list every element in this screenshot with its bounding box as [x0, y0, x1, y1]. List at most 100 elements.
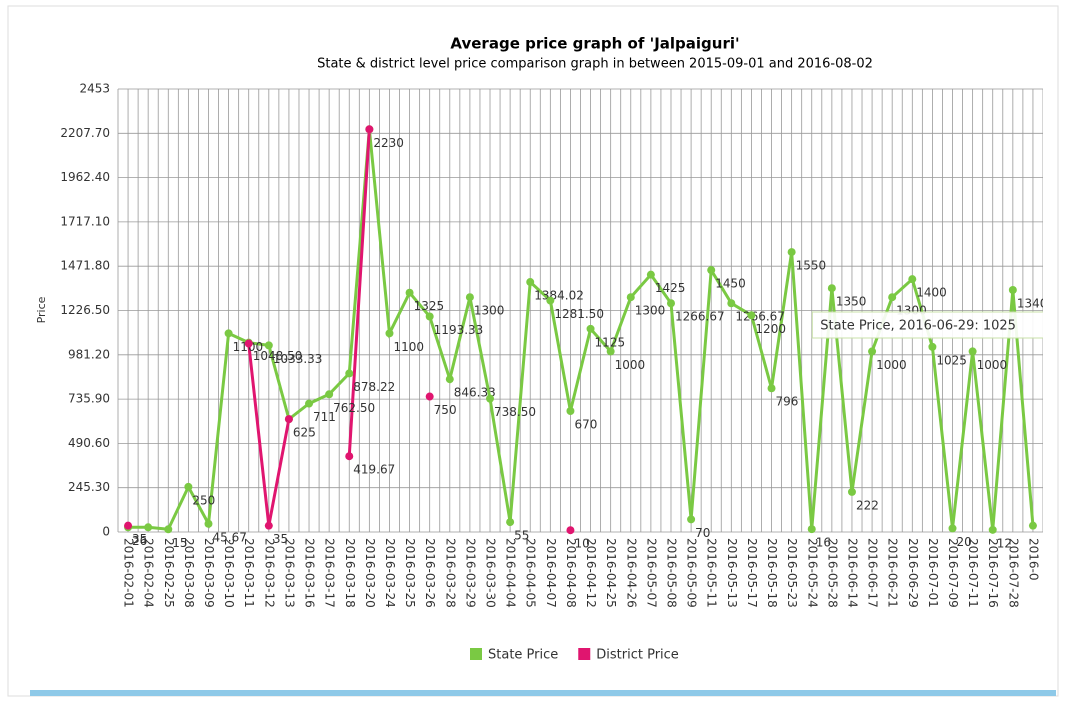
- point: [546, 296, 555, 305]
- point: [124, 521, 133, 530]
- point: [1028, 521, 1037, 530]
- y-axis-label: Price: [35, 296, 48, 323]
- x-tick-label: 2016-04-07: [544, 538, 558, 608]
- plot: 2016-02-01 2016-02-04 2016-02-25 2016-03-08…: [117, 88, 1043, 608]
- value-label: 20: [957, 535, 972, 549]
- x-tick-label: 2016-07-09: [946, 538, 960, 608]
- value-label: 35: [132, 532, 147, 546]
- value-label: 1450: [715, 277, 746, 291]
- value-label: 1281.50: [554, 307, 604, 321]
- value-label: 1550: [796, 259, 827, 273]
- y-tick-label: 981.20: [68, 347, 110, 361]
- point: [727, 299, 736, 308]
- x-tick-label: 2016-02-01: [122, 538, 136, 608]
- point: [425, 392, 434, 401]
- point: [325, 390, 334, 399]
- bottom-bar: [30, 690, 1056, 696]
- value-label: 1100: [393, 340, 424, 354]
- value-label: 1033.33: [273, 352, 323, 366]
- value-label: 738.50: [494, 405, 536, 419]
- x-tick-label: 2016-05-07: [644, 538, 658, 608]
- legend-label: District Price: [596, 648, 679, 663]
- x-tick-label: 2016-05-28: [825, 538, 839, 608]
- point: [144, 523, 153, 532]
- value-label: 1193.33: [434, 323, 484, 337]
- x-tick-label: 2016-05-24: [805, 538, 819, 608]
- x-tick-label: 2016-02-25: [162, 538, 176, 608]
- point: [224, 329, 233, 338]
- value-label: 35: [273, 532, 288, 546]
- x-tick-label: 2016-05-08: [664, 538, 678, 608]
- x-tick-label: 2016-07-11: [966, 538, 980, 608]
- value-label: 1000: [876, 358, 907, 372]
- value-label: 1400: [916, 286, 947, 300]
- x-tick-label: 2016-06-21: [886, 538, 900, 608]
- value-label: 670: [574, 418, 597, 432]
- x-tick-label: 2016-06-14: [845, 538, 859, 608]
- x-tick-label: 2016-03-30: [484, 538, 498, 608]
- point: [827, 284, 836, 293]
- point: [707, 266, 716, 275]
- point: [264, 521, 273, 530]
- x-tick-label: 2016-05-23: [785, 538, 799, 608]
- x-tick-label: 2016-03-26: [423, 538, 437, 608]
- x-tick-label: 2016-03-12: [262, 538, 276, 608]
- point: [425, 312, 434, 321]
- x-tick-label: 2016-04-08: [564, 538, 578, 608]
- point: [164, 525, 173, 534]
- tooltip-box: [811, 311, 1043, 339]
- x-tick-label: 2016-04-05: [524, 538, 538, 608]
- x-tick-label: 2016-04-26: [624, 538, 638, 608]
- panel: [7, 5, 1059, 697]
- x-tick-label: 2016-04-04: [504, 538, 518, 608]
- point: [204, 519, 213, 528]
- point: [284, 415, 293, 424]
- point: [747, 311, 756, 320]
- x-tick-label: 2016-07-16: [986, 538, 1000, 608]
- y-tick-label: 2207.70: [60, 126, 110, 140]
- point: [807, 525, 816, 534]
- x-tick-label: 2016-07-28: [1006, 538, 1020, 608]
- chart-title: Average price graph of 'Jalpaiguri': [450, 35, 739, 53]
- value-label: 1266.67: [735, 310, 785, 324]
- point: [646, 270, 655, 279]
- point: [405, 288, 414, 297]
- x-tick-label: 2016-04-12: [584, 538, 598, 608]
- value-label: 16: [816, 536, 831, 550]
- x-tick-label: 2016-0: [1026, 538, 1040, 581]
- point: [928, 342, 937, 351]
- x-tick-label: 2016-03-29: [463, 538, 477, 608]
- legend-swatch: [578, 648, 591, 660]
- value-label: 846.33: [454, 386, 496, 400]
- legend-swatch: [470, 648, 482, 660]
- x-tick-label: 2016-06-29: [906, 538, 920, 608]
- value-label: 2230: [373, 136, 404, 150]
- y-tick-label: 1471.80: [60, 259, 110, 273]
- y-tick-label: 1962.40: [60, 170, 110, 184]
- point: [948, 524, 957, 533]
- value-label: 750: [434, 403, 457, 417]
- value-label: 1425: [655, 281, 686, 295]
- point: [184, 482, 193, 491]
- x-tick-label: 2016-04-25: [604, 538, 618, 608]
- point: [365, 125, 374, 134]
- x-tick-label: 2016-03-18: [343, 538, 357, 608]
- point: [586, 324, 595, 333]
- value-label: 222: [856, 498, 879, 512]
- value-label: 70: [695, 526, 710, 540]
- point: [908, 275, 917, 284]
- point: [385, 329, 394, 338]
- point: [345, 452, 354, 461]
- value-label: 762.50: [333, 401, 375, 415]
- point: [506, 518, 515, 527]
- chart-subtitle: State & district level price comparison …: [317, 57, 873, 72]
- y-tick-label: 1717.10: [60, 214, 110, 228]
- point: [606, 347, 615, 356]
- point: [687, 515, 696, 524]
- legend-label: State Price: [488, 648, 558, 663]
- value-label: 1384.02: [534, 289, 584, 303]
- value-label: 15: [172, 536, 187, 550]
- point: [566, 526, 575, 535]
